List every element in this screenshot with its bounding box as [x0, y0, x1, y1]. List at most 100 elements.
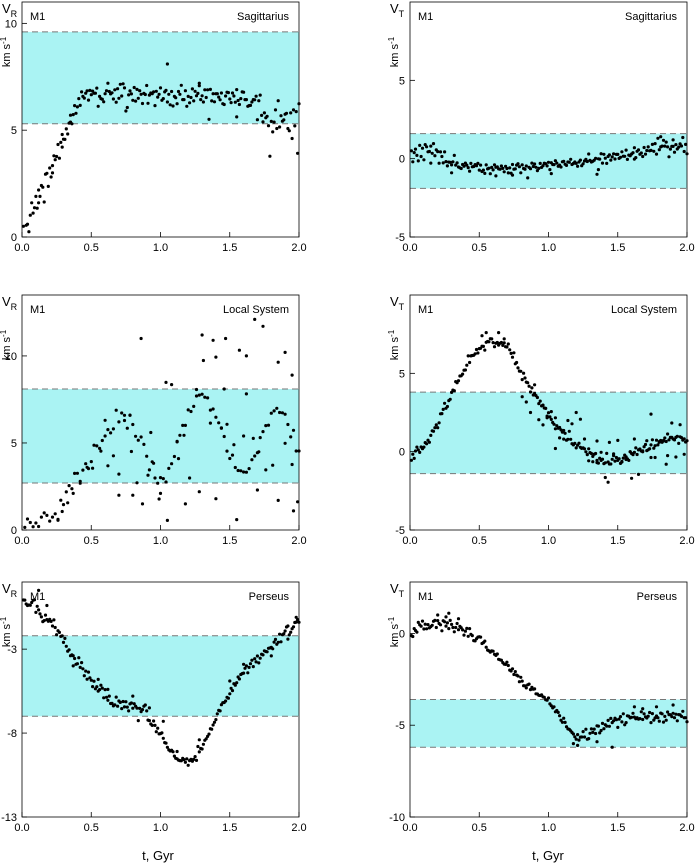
data-point: [538, 161, 542, 165]
data-point: [563, 431, 567, 435]
data-point: [95, 685, 99, 689]
data-point: [194, 387, 199, 392]
data-point: [499, 340, 503, 345]
data-point: [682, 437, 686, 441]
data-point: [67, 484, 71, 488]
x-tick-label: 0.5: [472, 822, 487, 834]
data-point: [139, 435, 143, 439]
data-point: [124, 700, 128, 704]
data-point: [152, 461, 156, 465]
x-tick-label: 0.0: [402, 242, 417, 254]
data-point: [571, 742, 576, 746]
data-point: [182, 758, 186, 762]
y-unit-label: km s-1: [0, 329, 13, 360]
data-point: [200, 392, 204, 396]
data-point: [89, 93, 93, 97]
data-point: [418, 143, 422, 147]
data-point: [164, 741, 168, 745]
data-point: [100, 97, 104, 101]
data-point: [95, 86, 99, 90]
data-point: [649, 412, 653, 416]
data-point: [254, 660, 258, 664]
data-point: [445, 404, 449, 409]
data-point: [625, 157, 630, 161]
data-point: [450, 622, 454, 627]
data-point: [67, 648, 71, 652]
y-unit-label: km s-1: [387, 616, 401, 647]
data-point: [491, 649, 495, 653]
data-point: [612, 152, 616, 156]
data-point: [599, 152, 603, 156]
data-point: [479, 635, 483, 639]
y-tick-label: 10: [5, 351, 17, 363]
data-point: [508, 348, 512, 352]
region-label: Perseus: [249, 591, 290, 603]
data-point: [495, 340, 499, 345]
data-point: [648, 447, 652, 451]
data-point: [21, 224, 25, 228]
data-point: [212, 100, 217, 104]
data-point: [653, 142, 657, 146]
data-point: [208, 87, 212, 91]
data-point: [668, 147, 673, 151]
data-point: [235, 88, 239, 92]
data-point: [415, 630, 419, 634]
data-point: [226, 696, 230, 700]
data-point: [558, 714, 562, 718]
data-point: [671, 711, 675, 715]
data-point: [201, 100, 205, 104]
data-point: [77, 97, 81, 101]
data-point: [78, 103, 82, 107]
data-point: [522, 371, 526, 375]
data-point: [484, 331, 488, 335]
data-point: [276, 498, 280, 502]
x-tick-label: 0.0: [402, 535, 417, 547]
data-point: [211, 723, 215, 727]
data-point: [574, 737, 578, 741]
data-point: [158, 476, 163, 480]
data-point: [638, 717, 642, 721]
data-point: [541, 164, 545, 168]
y-tick-label: 5: [399, 368, 405, 380]
data-point: [649, 721, 653, 725]
data-point: [183, 89, 187, 93]
data-point: [129, 92, 133, 96]
x-tick-label: 2.0: [679, 535, 694, 547]
data-point: [578, 417, 583, 421]
data-point: [553, 427, 558, 431]
data-point: [28, 603, 32, 607]
data-point: [111, 427, 115, 431]
data-point: [582, 735, 587, 739]
data-point: [117, 96, 121, 100]
data-point: [415, 445, 419, 449]
data-point: [600, 457, 605, 461]
data-point: [135, 706, 139, 710]
data-point: [131, 493, 135, 497]
data-point: [574, 161, 578, 165]
data-point: [291, 108, 296, 112]
data-point: [445, 621, 449, 625]
data-point: [623, 154, 627, 158]
data-point: [211, 338, 215, 342]
data-point: [639, 710, 643, 714]
x-tick-label: 1.0: [541, 242, 556, 254]
data-point: [656, 443, 660, 447]
data-point: [553, 446, 558, 451]
data-point: [242, 671, 246, 675]
data-point: [558, 436, 562, 440]
data-point: [230, 91, 235, 95]
data-point: [275, 406, 279, 410]
data-point: [462, 164, 466, 168]
data-point: [243, 666, 247, 670]
y-tick-label: 0: [11, 232, 17, 244]
data-point: [248, 662, 253, 666]
model-label: M1: [30, 591, 45, 603]
data-point: [545, 414, 549, 418]
data-point: [607, 153, 612, 157]
data-point: [32, 206, 37, 210]
data-point: [111, 97, 115, 101]
data-point: [168, 103, 172, 107]
y-axis-label: VR: [2, 294, 18, 312]
data-point: [50, 171, 55, 175]
data-point: [286, 422, 290, 427]
